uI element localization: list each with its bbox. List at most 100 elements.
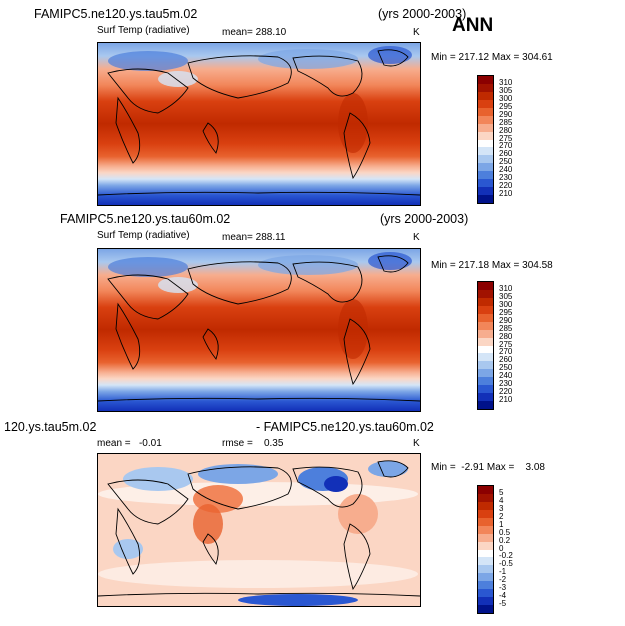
- panel2-colorbar-swatch: [478, 313, 493, 322]
- panel1-colorbar-swatch: [478, 147, 493, 156]
- panel1-colorbar-swatch: [478, 187, 493, 196]
- panel1-colorbar-swatch: [478, 163, 493, 172]
- panel1-colorbar-tick-label: 260: [499, 149, 513, 159]
- panel1-colorbar-tick-label: 275: [499, 133, 513, 143]
- panel3-map-field: [98, 454, 420, 606]
- panel1-colorbar-swatch: [478, 91, 493, 100]
- panel2-colorbar-tick-label: 220: [499, 387, 513, 397]
- panel1-colorbar-tick-label: 300: [499, 93, 513, 103]
- panel1-colorbar-tick-label: 305: [499, 85, 513, 95]
- panel3-colorbar-tick-label: 1: [499, 519, 504, 529]
- panel2-colorbar-tick-label: 250: [499, 363, 513, 373]
- panel2-colorbar-swatch: [478, 305, 493, 314]
- panel1-colorbar-tick-label: 220: [499, 181, 513, 191]
- panel3-colorbar-swatch: [478, 565, 493, 574]
- panel1-colorbar-swatch: [478, 99, 493, 108]
- panel2-map: [97, 248, 421, 412]
- panel1-years: (yrs 2000-2003): [378, 7, 467, 21]
- panel1-colorbar-tick-label: 285: [499, 117, 513, 127]
- panel3-colorbar-swatch: [478, 525, 493, 534]
- panel1-colorbar-swatch: [478, 139, 493, 148]
- panel2-colorbar-swatch: [478, 369, 493, 378]
- panel2-colorbar-tick-label: 210: [499, 395, 513, 405]
- panel3-rmse: rmse = 0.35: [222, 438, 284, 449]
- panel2-colorbar-swatch: [478, 282, 493, 290]
- panel1-colorbar-swatch: [478, 155, 493, 164]
- season-label: ANN: [452, 15, 494, 36]
- panel3-colorbar-tick-label: 0.2: [499, 535, 511, 545]
- panel2-colorbar-swatch: [478, 329, 493, 338]
- panel3-map: [97, 453, 421, 607]
- panel3-colorbar-swatch: [478, 573, 493, 582]
- panel2-colorbar-tick-label: 290: [499, 315, 513, 325]
- panel3-colorbar-tick-label: 0: [499, 543, 504, 553]
- panel1-colorbar-swatch: [478, 76, 493, 84]
- panel3-colorbar-tick-label: -2: [499, 575, 507, 585]
- panel1-var-label: Surf Temp (radiative): [97, 25, 190, 36]
- panel2-colorbar-tick-label: 280: [499, 331, 513, 341]
- panel3-colorbar-swatch: [478, 549, 493, 558]
- panel2-mean: mean= 288.11: [222, 232, 286, 243]
- panel1-colorbar-tick-label: 240: [499, 165, 513, 175]
- panel3-colorbar-tick-label: -0.5: [499, 559, 513, 569]
- panel3-minmax: Min = -2.91 Max = 3.08: [431, 462, 545, 473]
- panel1-colorbar-tick-label: 290: [499, 109, 513, 119]
- panel1-colorbar-tick-label: 310: [499, 77, 513, 87]
- panel3-colorbar-tick-label: -5: [499, 599, 507, 609]
- panel3-case-title-right: - FAMIPC5.ne120.ys.tau60m.02: [256, 420, 434, 434]
- panel2-minmax: Min = 217.18 Max = 304.58: [431, 260, 553, 271]
- panel1-colorbar-swatch: [478, 83, 493, 92]
- panel2-colorbar-tick-label: 270: [499, 347, 513, 357]
- panel1-colorbar-swatch: [478, 115, 493, 124]
- panel1-colorbar-labels: 310 305 300 295 290 285 280 275 270 260 250 240 230 2…: [499, 75, 529, 205]
- panel2-colorbar-tick-label: 275: [499, 339, 513, 349]
- panel2-units: K: [413, 232, 420, 243]
- panel3-colorbar-swatch: [478, 486, 493, 494]
- panel1-mean: mean= 288.10: [222, 27, 287, 38]
- panel3-colorbar-tick-label: -3: [499, 583, 507, 593]
- panel3-colorbar-swatch: [478, 589, 493, 598]
- panel3-colorbar-swatch: [478, 557, 493, 566]
- panel2-colorbar-tick-label: 310: [499, 283, 513, 293]
- panel1-colorbar-tick-label: 230: [499, 173, 513, 183]
- panel1-colorbar-tick-label: 250: [499, 157, 513, 167]
- panel2-years: (yrs 2000-2003): [380, 212, 469, 226]
- panel2-colorbar-tick-label: 300: [499, 299, 513, 309]
- panel2-colorbar-swatch: [478, 289, 493, 298]
- panel3-colorbar-swatch: [478, 517, 493, 526]
- panel1-colorbar-tick-label: 280: [499, 125, 513, 135]
- panel3-mean: mean = -0.01: [97, 438, 162, 449]
- panel2-colorbar-swatch: [478, 385, 493, 394]
- panel1-colorbar-swatch: [478, 171, 493, 180]
- panel3-case-title-left: 120.ys.tau5m.02: [4, 420, 97, 434]
- panel2-colorbar-swatch: [478, 393, 493, 402]
- panel2-colorbar-tick-label: 295: [499, 307, 513, 317]
- panel1-colorbar-tick-label: 295: [499, 101, 513, 111]
- panel2-colorbar-swatch: [478, 321, 493, 330]
- panel1-colorbar-tick-label: 210: [499, 189, 513, 199]
- panel3-colorbar-tick-label: 5: [499, 487, 504, 497]
- panel2-colorbar-swatch: [478, 337, 493, 346]
- panel3-colorbar-swatch: [478, 493, 493, 502]
- panel2-colorbar: [477, 281, 494, 410]
- panel3-colorbar-tick-label: -1: [499, 567, 507, 577]
- panel2-colorbar-swatch: [478, 297, 493, 306]
- panel2-colorbar-swatch: [478, 345, 493, 354]
- panel1-colorbar-swatch: [478, 179, 493, 188]
- panel2-map-field: [98, 249, 420, 411]
- panel3-colorbar-swatch: [478, 541, 493, 550]
- panel1-case-title: FAMIPC5.ne120.ys.tau5m.02: [34, 7, 198, 21]
- panel2-case-title: FAMIPC5.ne120.ys.tau60m.02: [60, 212, 231, 226]
- panel3-colorbar-tick-label: 0.5: [499, 527, 511, 537]
- panel1-colorbar-swatch: [478, 107, 493, 116]
- panel3-colorbar-tick-label: 2: [499, 511, 504, 521]
- panel1-colorbar-swatch: [478, 123, 493, 132]
- panel2-colorbar-swatch: [478, 377, 493, 386]
- panel1-units: K: [413, 27, 420, 38]
- panel1-minmax: Min = 217.12 Max = 304.61: [431, 52, 553, 63]
- panel2-colorbar-tick-label: 230: [499, 379, 513, 389]
- panel3-colorbar-swatch: [478, 533, 493, 542]
- panel2-colorbar-swatch: [478, 361, 493, 370]
- panel2-colorbar-swatch: [478, 401, 493, 409]
- panel3-units: K: [413, 438, 420, 449]
